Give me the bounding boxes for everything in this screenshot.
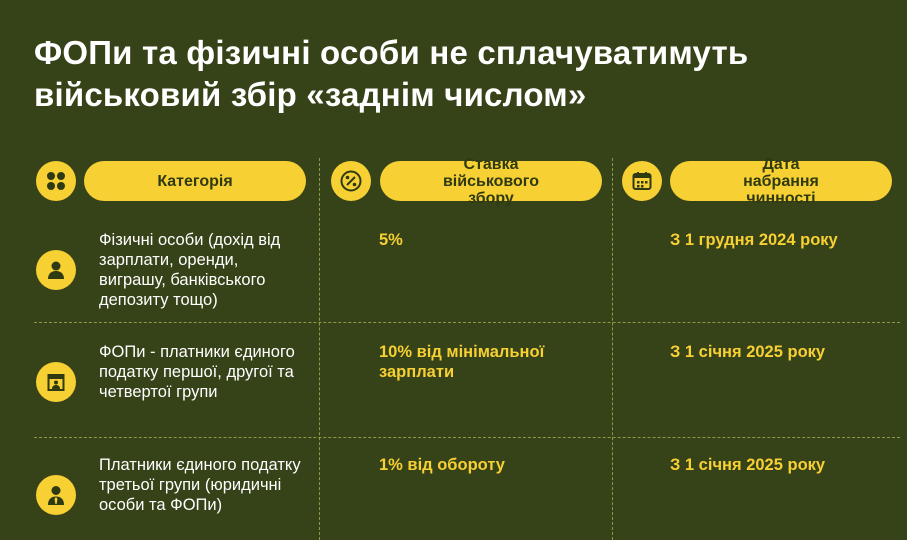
row-rate: 10% від мінімальної зарплати bbox=[379, 343, 545, 381]
shop-person-icon bbox=[36, 362, 76, 402]
row-date: З 1 грудня 2024 року bbox=[670, 231, 838, 249]
header-rate: Ставка військового збору bbox=[380, 156, 602, 207]
row-divider bbox=[34, 437, 900, 438]
row-category: Платники єдиного податку третьої групи (… bbox=[99, 456, 301, 514]
person-icon bbox=[36, 250, 76, 290]
header-date: Дата набрання чинності bbox=[670, 156, 892, 207]
page-title: ФОПи та фізичні особи не сплачуватимуть … bbox=[34, 34, 749, 113]
grid-icon bbox=[36, 161, 76, 201]
column-divider bbox=[319, 158, 320, 540]
calendar-icon bbox=[622, 161, 662, 201]
row-date: З 1 січня 2025 року bbox=[670, 456, 826, 474]
row-divider bbox=[34, 322, 900, 323]
row-rate: 1% від обороту bbox=[379, 456, 505, 474]
businessman-icon bbox=[36, 475, 76, 515]
row-rate: 5% bbox=[379, 231, 403, 249]
column-divider bbox=[612, 158, 613, 540]
header-category: Категорія bbox=[84, 161, 306, 201]
percent-icon bbox=[331, 161, 371, 201]
row-category: ФОПи - платники єдиного податку першої, … bbox=[99, 343, 295, 401]
row-date: З 1 січня 2025 року bbox=[670, 343, 826, 361]
row-category: Фізичні особи (дохід від зарплати, оренд… bbox=[99, 231, 281, 309]
